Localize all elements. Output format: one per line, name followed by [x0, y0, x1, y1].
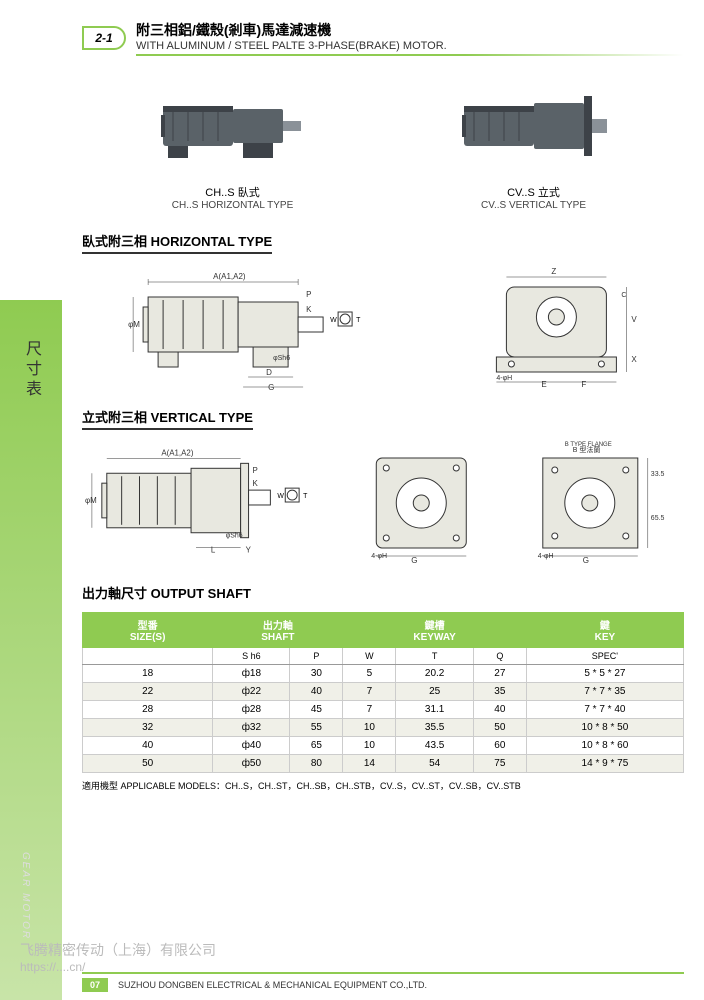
- table-header: 型番SIZE(S): [83, 613, 213, 648]
- vertical-drawings: A(A1,A2) P K φM L Y φSh6 W T: [82, 438, 684, 568]
- svg-text:A(A1,A2): A(A1,A2): [161, 448, 194, 457]
- photo-vertical: CV..S 立式 CV..S VERTICAL TYPE: [434, 76, 634, 211]
- sidebar-title: 尺寸表: [19, 340, 43, 400]
- svg-text:T: T: [356, 317, 361, 324]
- table-row: 32ф32551035.55010 * 8 * 50: [83, 719, 684, 737]
- page-header: 2-1 附三相鋁/鐵殼(剎車)馬達減速機 WITH ALUMINUM / STE…: [82, 20, 684, 56]
- table-header: 出力軸SHAFT: [213, 613, 343, 648]
- table-row: 50ф508014547514 * 9 * 75: [83, 755, 684, 773]
- svg-text:W: W: [277, 493, 284, 500]
- svg-text:L: L: [211, 546, 216, 555]
- title-cn: 附三相鋁/鐵殼(剎車)馬達減速機: [136, 20, 684, 40]
- svg-text:A(A1,A2): A(A1,A2): [213, 272, 246, 281]
- svg-text:G: G: [268, 383, 274, 392]
- motor-vertical-image: [444, 81, 624, 171]
- footer-company: SUZHOU DONGBEN ELECTRICAL & MECHANICAL E…: [118, 980, 427, 990]
- svg-text:φSh6: φSh6: [273, 355, 290, 362]
- svg-text:Z: Z: [552, 267, 557, 276]
- svg-text:G: G: [583, 556, 589, 565]
- svg-text:C: C: [622, 292, 627, 299]
- sidebar: 尺寸表 GEAR MOTOR: [0, 0, 62, 1000]
- svg-text:4-φH: 4-φH: [371, 553, 387, 560]
- photo-horizontal: CH..S 臥式 CH..S HORIZONTAL TYPE: [133, 76, 333, 211]
- svg-text:V: V: [632, 315, 638, 324]
- page-footer: 07 SUZHOU DONGBEN ELECTRICAL & MECHANICA…: [82, 972, 684, 992]
- section-vertical-title: 立式附三相 VERTICAL TYPE: [82, 407, 684, 430]
- svg-text:Y: Y: [246, 546, 252, 555]
- applicable-models: 適用機型 APPLICABLE MODELS：CH..S，CH..ST，CH..…: [82, 779, 684, 792]
- svg-text:φM: φM: [85, 496, 97, 505]
- svg-text:T: T: [303, 493, 308, 500]
- table-header: 鍵槽KEYWAY: [343, 613, 526, 648]
- svg-text:4-φH: 4-φH: [497, 375, 513, 382]
- svg-text:W: W: [330, 317, 337, 324]
- svg-text:F: F: [582, 380, 587, 389]
- section-badge: 2-1: [82, 26, 126, 50]
- table-row: 28ф2845731.1407 * 7 * 40: [83, 701, 684, 719]
- watermark-url: https://....cn/: [20, 960, 85, 974]
- svg-text:4-φH: 4-φH: [538, 553, 554, 560]
- svg-text:φSh6: φSh6: [226, 533, 243, 540]
- svg-text:D: D: [266, 368, 272, 377]
- section-horizontal-title: 臥式附三相 HORIZONTAL TYPE: [82, 231, 684, 254]
- table-row: 40ф40651043.56010 * 8 * 60: [83, 737, 684, 755]
- svg-text:P: P: [306, 290, 311, 299]
- table-row: 22ф2240725357 * 7 * 35: [83, 683, 684, 701]
- svg-text:K: K: [306, 305, 312, 314]
- table-row: 18ф1830520.2275 * 5 * 27: [83, 665, 684, 683]
- page-number: 07: [82, 978, 108, 992]
- svg-text:33.5: 33.5: [651, 471, 665, 478]
- svg-text:65.5: 65.5: [651, 515, 665, 522]
- sidebar-eng: GEAR MOTOR: [20, 852, 31, 940]
- output-shaft-table: 型番SIZE(S)出力軸SHAFT鍵槽KEYWAY鍵KEY S h6PWTQSP…: [82, 612, 684, 773]
- svg-text:φM: φM: [128, 320, 140, 329]
- svg-text:K: K: [253, 479, 259, 488]
- svg-text:G: G: [411, 556, 417, 565]
- table-title: 出力軸尺寸 OUTPUT SHAFT: [82, 583, 684, 602]
- horizontal-drawings: A(A1,A2) P K φM D G φSh6 W T: [82, 262, 684, 392]
- svg-text:X: X: [632, 355, 638, 364]
- table-header: 鍵KEY: [526, 613, 683, 648]
- motor-horizontal-image: [143, 81, 323, 171]
- watermark-company: 飞腾精密传动（上海）有限公司: [20, 940, 216, 960]
- title-en: WITH ALUMINUM / STEEL PALTE 3-PHASE(BRAK…: [136, 40, 684, 52]
- svg-text:P: P: [253, 466, 258, 475]
- svg-text:B TYPE FLANGE: B TYPE FLANGE: [565, 442, 612, 448]
- svg-text:E: E: [542, 380, 547, 389]
